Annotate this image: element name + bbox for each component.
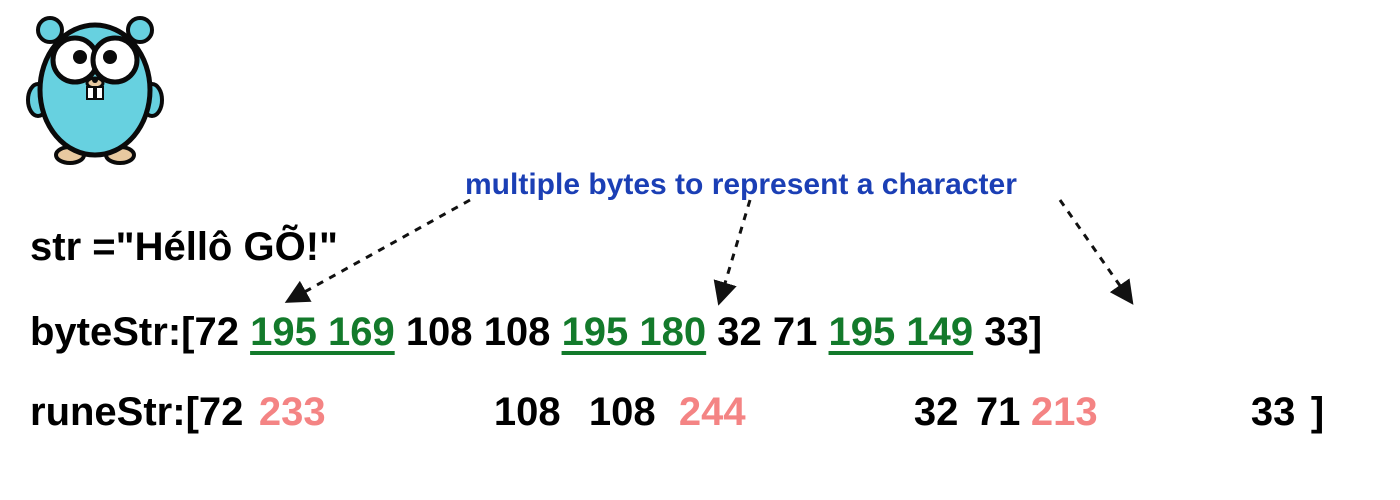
multibyte-group: 195 180 (562, 310, 707, 355)
str-value: "Héllô GÕ!" (116, 225, 338, 270)
rune-value: 72 (199, 390, 259, 435)
rune-value: 108 (494, 390, 589, 435)
multibyte-group: 195 169 (250, 310, 395, 355)
rune-value: 233 (259, 390, 494, 435)
rune-value: 213 (1031, 390, 1251, 435)
annotation-arrow (1060, 200, 1130, 300)
runestr-line: runeStr: [72233108108244327121333] (30, 390, 1324, 435)
bytestr-line: byteStr: [72 195 169 108 108 195 180 32 … (30, 310, 1042, 355)
annotation-arrow (720, 200, 750, 300)
byte-value: 33 (984, 310, 1029, 355)
gopher-icon (20, 5, 170, 170)
rune-value: 108 (589, 390, 679, 435)
str-label: str = (30, 225, 116, 270)
byte-value: 108 (406, 310, 473, 355)
bytestr-label: byteStr: (30, 310, 181, 355)
diagram-stage: multiple bytes to represent a character … (0, 0, 1400, 500)
byte-value: 108 (484, 310, 551, 355)
rune-value: 32 (914, 390, 976, 435)
bracket-close: ] (1029, 310, 1042, 355)
byte-value: 71 (773, 310, 818, 355)
bytestr-values: 72 195 169 108 108 195 180 32 71 195 149… (194, 310, 1028, 354)
multibyte-group: 195 149 (829, 310, 974, 355)
str-line: str = "Héllô GÕ!" (30, 225, 338, 270)
rune-value: 71 (976, 390, 1031, 435)
byte-value: 72 (194, 310, 239, 355)
byte-value: 32 (717, 310, 762, 355)
rune-value: 244 (679, 390, 914, 435)
bracket-close: ] (1311, 390, 1324, 435)
multibyte-annotation: multiple bytes to represent a character (465, 168, 1017, 202)
runestr-label: runeStr: (30, 390, 186, 435)
bracket-open: [ (181, 310, 194, 355)
bracket-open: [ (186, 390, 199, 435)
rune-value: 33 (1251, 390, 1311, 435)
runestr-values: 72233108108244327121333 (199, 390, 1311, 434)
